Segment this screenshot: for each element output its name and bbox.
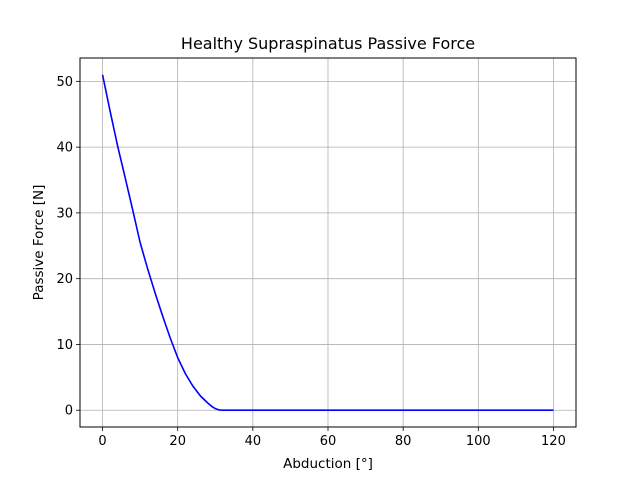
x-tick-label: 120: [541, 434, 566, 449]
y-tick-label: 20: [56, 272, 73, 287]
x-tick-label: 100: [466, 434, 491, 449]
x-tick-label: 0: [98, 434, 106, 449]
x-axis: 0 20 40 60 80 100 120: [98, 427, 566, 449]
y-tick-label: 40: [56, 141, 73, 156]
y-tick-label: 30: [56, 206, 73, 221]
x-tick-label: 60: [320, 434, 337, 449]
y-tick-label: 50: [56, 75, 73, 90]
y-tick-label: 10: [56, 338, 73, 353]
x-axis-label: Abduction [°]: [283, 456, 373, 472]
y-tick-label: 0: [65, 404, 73, 419]
x-tick-label: 20: [169, 434, 186, 449]
chart-title: Healthy Supraspinatus Passive Force: [181, 34, 475, 53]
series-layer: [101, 74, 554, 412]
y-axis: 0 10 20 30 40 50: [56, 75, 80, 419]
grid: [80, 58, 576, 427]
y-axis-label: Passive Force [N]: [31, 185, 47, 301]
series-line-1: [101, 74, 554, 412]
x-tick-label: 80: [395, 434, 412, 449]
x-tick-label: 40: [245, 434, 262, 449]
